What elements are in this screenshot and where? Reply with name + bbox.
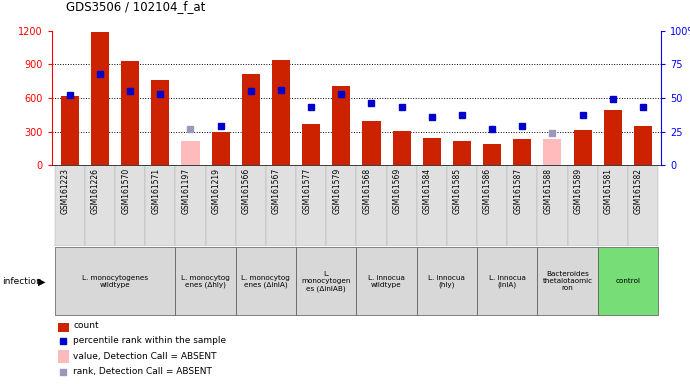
Bar: [573, 131, 591, 165]
Bar: [266, 165, 296, 246]
Bar: [326, 165, 356, 246]
Text: Bacteroides
thetaiotaomic
ron: Bacteroides thetaiotaomic ron: [542, 271, 593, 291]
Bar: [121, 61, 139, 165]
Bar: [58, 350, 69, 363]
Bar: [356, 165, 386, 246]
Bar: [477, 247, 538, 315]
Bar: [453, 141, 471, 165]
Text: GSM161577: GSM161577: [302, 167, 311, 214]
Bar: [513, 139, 531, 165]
Bar: [417, 247, 477, 315]
Bar: [604, 110, 622, 165]
Text: control: control: [615, 278, 640, 284]
Text: GSM161585: GSM161585: [453, 167, 462, 214]
Bar: [296, 247, 356, 315]
Text: L. innocua
(hly): L. innocua (hly): [428, 275, 465, 288]
Bar: [333, 86, 351, 165]
Text: ▶: ▶: [38, 276, 46, 286]
Text: GSM161566: GSM161566: [241, 167, 251, 214]
Text: GSM161219: GSM161219: [212, 167, 221, 214]
Text: value, Detection Call = ABSENT: value, Detection Call = ABSENT: [73, 352, 217, 361]
Bar: [212, 131, 230, 165]
Text: percentile rank within the sample: percentile rank within the sample: [73, 336, 226, 346]
Bar: [447, 165, 477, 246]
Text: L. innocua
(inlA): L. innocua (inlA): [489, 275, 526, 288]
Text: L. innocua
wildtype: L. innocua wildtype: [368, 275, 405, 288]
Bar: [634, 126, 652, 165]
Bar: [175, 247, 236, 315]
Bar: [362, 121, 380, 165]
Text: GSM161579: GSM161579: [333, 167, 342, 214]
Text: GSM161586: GSM161586: [483, 167, 492, 214]
Text: GSM161582: GSM161582: [634, 167, 643, 214]
Bar: [115, 165, 146, 246]
Bar: [175, 165, 206, 246]
Text: GSM161223: GSM161223: [61, 167, 70, 214]
Text: GDS3506 / 102104_f_at: GDS3506 / 102104_f_at: [66, 0, 205, 13]
Bar: [302, 124, 320, 165]
Bar: [236, 247, 296, 315]
Bar: [544, 139, 562, 165]
Text: GSM161197: GSM161197: [181, 167, 190, 214]
Text: infection: infection: [2, 277, 42, 286]
Text: GSM161581: GSM161581: [604, 167, 613, 214]
Bar: [598, 247, 658, 315]
Bar: [538, 165, 567, 246]
Bar: [61, 96, 79, 165]
Text: GSM161584: GSM161584: [423, 167, 432, 214]
Text: GSM161567: GSM161567: [272, 167, 281, 214]
Bar: [567, 165, 598, 246]
Text: GSM161569: GSM161569: [393, 167, 402, 214]
Text: L.
monocytogen
es (ΔinlAB): L. monocytogen es (ΔinlAB): [302, 271, 351, 291]
Text: GSM161588: GSM161588: [544, 167, 553, 214]
Text: GSM161587: GSM161587: [513, 167, 522, 214]
Bar: [598, 165, 628, 246]
Bar: [272, 60, 290, 165]
Bar: [393, 131, 411, 165]
Text: count: count: [73, 321, 99, 330]
Bar: [236, 165, 266, 246]
Bar: [477, 165, 507, 246]
Text: L. monocytogenes
wildtype: L. monocytogenes wildtype: [82, 275, 148, 288]
Text: GSM161226: GSM161226: [91, 167, 100, 214]
Bar: [151, 80, 169, 165]
Bar: [296, 165, 326, 246]
Bar: [628, 165, 658, 246]
Bar: [538, 247, 598, 315]
Bar: [85, 165, 115, 246]
Text: L. monocytog
enes (Δhly): L. monocytog enes (Δhly): [181, 275, 230, 288]
Bar: [241, 74, 260, 165]
Text: GSM161568: GSM161568: [362, 167, 371, 214]
Bar: [181, 141, 199, 165]
Text: L. monocytog
enes (ΔinlA): L. monocytog enes (ΔinlA): [241, 275, 290, 288]
Bar: [483, 144, 501, 165]
Text: GSM161571: GSM161571: [151, 167, 160, 214]
Bar: [356, 247, 417, 315]
Text: GSM161589: GSM161589: [573, 167, 582, 214]
Bar: [423, 138, 441, 165]
Bar: [507, 165, 538, 246]
Text: GSM161570: GSM161570: [121, 167, 130, 214]
Bar: [91, 32, 109, 165]
Bar: [417, 165, 447, 246]
Bar: [386, 165, 417, 246]
Text: rank, Detection Call = ABSENT: rank, Detection Call = ABSENT: [73, 367, 212, 376]
Bar: [206, 165, 236, 246]
Bar: [55, 165, 85, 246]
Bar: [146, 165, 175, 246]
Bar: [58, 319, 69, 332]
Bar: [55, 247, 175, 315]
